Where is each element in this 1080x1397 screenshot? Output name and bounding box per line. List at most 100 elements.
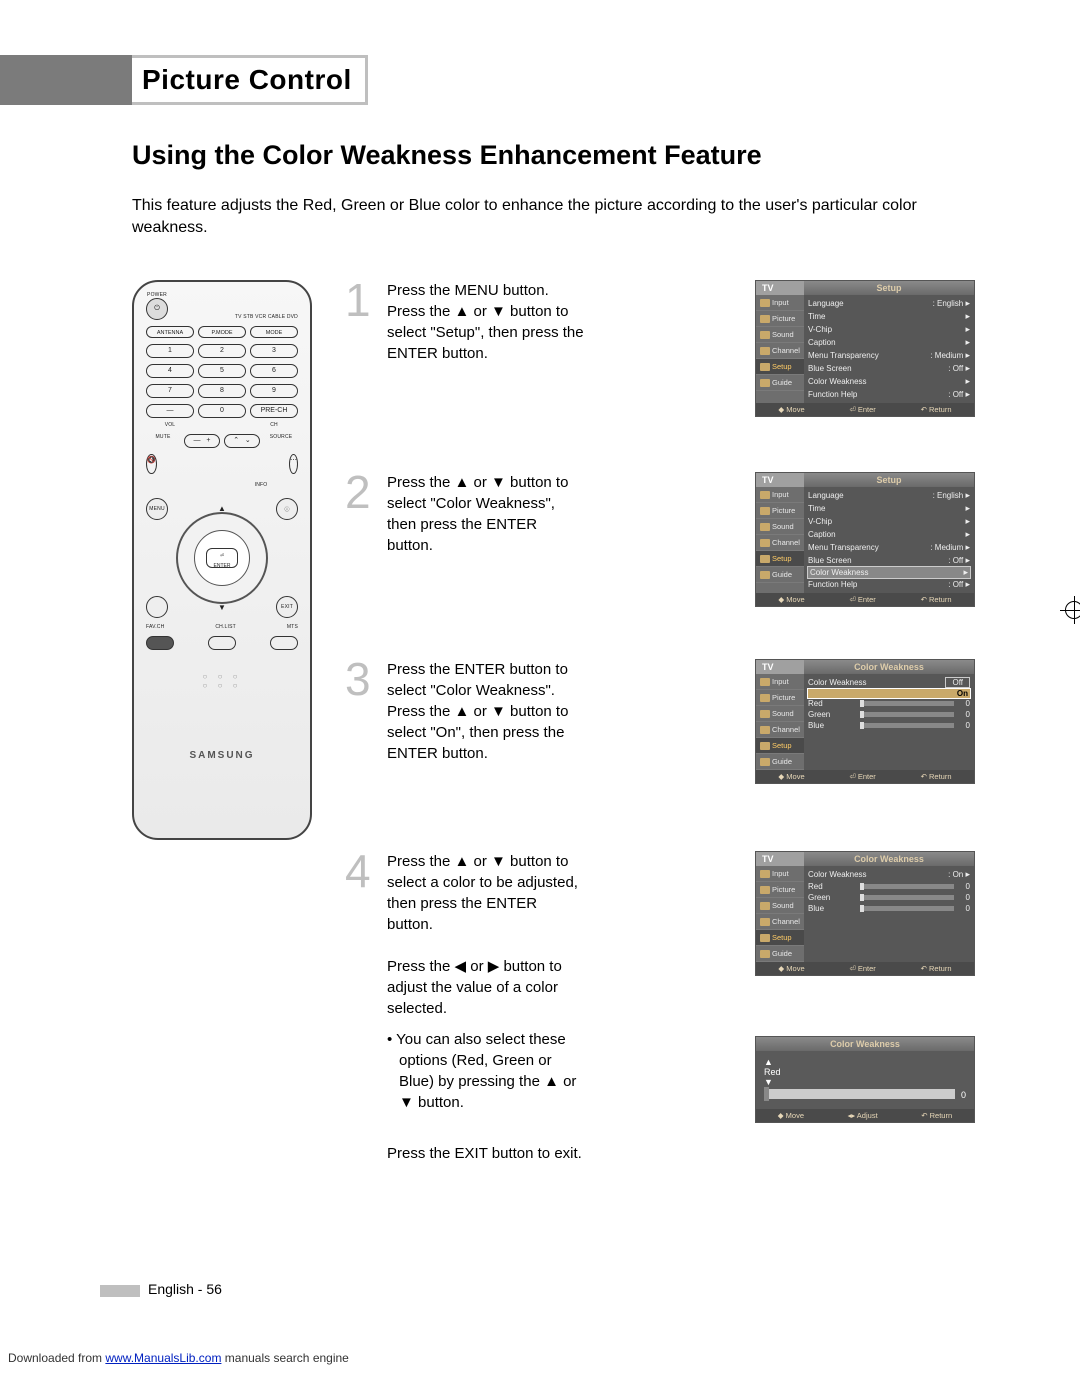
numpad-key: 6 xyxy=(250,364,298,378)
osd-adjust-bar: Color Weakness▲Red▼0◆ Move◂▸ Adjust↶ Ret… xyxy=(755,1036,975,1123)
osd-side-item: Input xyxy=(756,866,804,882)
numpad-key: — xyxy=(146,404,194,418)
osd-row: Color Weakness xyxy=(808,375,970,388)
step-text: Press the ENTER button to select "Color … xyxy=(387,659,587,819)
page-subtitle: Using the Color Weakness Enhancement Fea… xyxy=(132,140,762,171)
vol-label: VOL xyxy=(146,422,194,428)
osd-side-item: Picture xyxy=(756,690,804,706)
osd-row: Blue Screen: Off xyxy=(808,554,970,567)
numpad-key: 1 xyxy=(146,344,194,358)
exit-corner-button: EXIT xyxy=(276,596,298,618)
osd-side-item: Picture xyxy=(756,503,804,519)
exit-line: Press the EXIT button to exit. xyxy=(387,1145,945,1162)
mode-button: MODE xyxy=(250,326,298,338)
osd-setup-1: TVSetupInputPictureSoundChannelSetupGuid… xyxy=(755,280,975,417)
manualslib-link[interactable]: www.ManualsLib.com xyxy=(105,1351,221,1365)
numpad-key: 3 xyxy=(250,344,298,358)
section-tab: Picture Control xyxy=(0,55,368,105)
crop-mark-right xyxy=(1060,596,1080,624)
osd-row: Time xyxy=(808,502,970,515)
osd-slider: Green0 xyxy=(808,892,970,903)
osd-row: V-Chip xyxy=(808,323,970,336)
osd-side-item: Picture xyxy=(756,882,804,898)
osd-side-item: Channel xyxy=(756,343,804,359)
osd-row: Language: English xyxy=(808,489,970,502)
power-button-icon: ⏻ xyxy=(146,298,168,320)
step-number: 2 xyxy=(345,472,377,627)
osd-row: Caption xyxy=(808,336,970,349)
step-number: 4 xyxy=(345,851,377,1113)
osd-side-item: Sound xyxy=(756,706,804,722)
step-2: 2 Press the ▲ or ▼ button to select "Col… xyxy=(345,472,945,627)
numpad-key: 2 xyxy=(198,344,246,358)
osd-side-item: Guide xyxy=(756,946,804,962)
dpad-up-icon xyxy=(218,504,226,513)
osd-row: Color Weakness: On xyxy=(808,868,970,881)
info-corner-button: ⓘ xyxy=(276,498,298,520)
osd-slider: Blue0 xyxy=(808,903,970,914)
osd-row: Caption xyxy=(808,528,970,541)
blank-corner-button xyxy=(146,596,168,618)
step-text: Press the ▲ or ▼ button to select a colo… xyxy=(387,851,587,1113)
osd-side-item: Picture xyxy=(756,311,804,327)
intro-paragraph: This feature adjusts the Red, Green or B… xyxy=(132,195,990,238)
step-number: 3 xyxy=(345,659,377,819)
step-4: 4 Press the ▲ or ▼ button to select a co… xyxy=(345,851,945,1113)
enter-button: ⏎ENTER xyxy=(206,548,238,568)
osd-row: On xyxy=(808,689,970,698)
source-row-label: TV STB VCR CABLE DVD xyxy=(235,314,298,320)
favch-label: FAV.CH xyxy=(146,624,164,630)
osd-colorweakness-2: TVColor WeaknessInputPictureSoundChannel… xyxy=(755,851,975,976)
chlist-button xyxy=(208,636,236,650)
dpad-down-icon xyxy=(218,603,226,612)
step-3: 3 Press the ENTER button to select "Colo… xyxy=(345,659,945,819)
osd-row: V-Chip xyxy=(808,515,970,528)
page-foot-text: English - 56 xyxy=(148,1281,222,1297)
mts-label: MTS xyxy=(287,624,298,630)
osd-side-item: Guide xyxy=(756,375,804,391)
mts-button xyxy=(270,636,298,650)
step-text: Press the MENU button. Press the ▲ or ▼ … xyxy=(387,280,587,440)
osd-slider: Blue0 xyxy=(808,720,970,731)
osd-side-item: Guide xyxy=(756,754,804,770)
vol-rocker: — + xyxy=(184,434,220,448)
tab-title: Picture Control xyxy=(132,55,368,105)
numpad-key: 9 xyxy=(250,384,298,398)
osd-row: Color WeaknessOff xyxy=(808,676,970,689)
remote-control-illustration: POWER ⏻ TV STB VCR CABLE DVD ANTENNA P.M… xyxy=(132,280,312,840)
step-1: 1 Press the MENU button. Press the ▲ or … xyxy=(345,280,945,440)
osd-row: Function Help: Off xyxy=(808,578,970,591)
ch-label: CH xyxy=(250,422,298,428)
mute-label: MUTE xyxy=(146,434,180,448)
osd-side-item: Setup xyxy=(756,930,804,946)
step-bullet: You can also select these options (Red, … xyxy=(387,1029,587,1113)
source-button-icon: ⋯ xyxy=(289,454,298,474)
numpad-key: 5 xyxy=(198,364,246,378)
osd-side-item: Setup xyxy=(756,551,804,567)
step-text: Press the ▲ or ▼ button to select "Color… xyxy=(387,472,587,627)
chlist-label: CH.LIST xyxy=(215,624,236,630)
osd-side-item: Sound xyxy=(756,519,804,535)
antenna-button: ANTENNA xyxy=(146,326,194,338)
remote-brand: SAMSUNG xyxy=(146,750,298,761)
osd-row: Menu Transparency: Medium xyxy=(808,349,970,362)
osd-side-item: Input xyxy=(756,674,804,690)
osd-colorweakness-1: TVColor WeaknessInputPictureSoundChannel… xyxy=(755,659,975,784)
osd-side-item: Channel xyxy=(756,722,804,738)
osd-row: Menu Transparency: Medium xyxy=(808,541,970,554)
osd-row: Color Weakness xyxy=(808,567,970,578)
numpad-key: 4 xyxy=(146,364,194,378)
dpad: MENU ⓘ EXIT ⏎ENTER xyxy=(146,498,298,618)
source-label: SOURCE xyxy=(264,434,298,448)
osd-side-item: Setup xyxy=(756,359,804,375)
numpad-key: 8 xyxy=(198,384,246,398)
osd-side-item: Channel xyxy=(756,535,804,551)
tab-lead-block xyxy=(0,55,132,105)
osd-setup-2: TVSetupInputPictureSoundChannelSetupGuid… xyxy=(755,472,975,607)
numpad-key: 7 xyxy=(146,384,194,398)
osd-side-item: Input xyxy=(756,487,804,503)
numpad-key: 0 xyxy=(198,404,246,418)
osd-slider: Red0 xyxy=(808,881,970,892)
osd-side-item: Setup xyxy=(756,738,804,754)
pmode-button: P.MODE xyxy=(198,326,246,338)
